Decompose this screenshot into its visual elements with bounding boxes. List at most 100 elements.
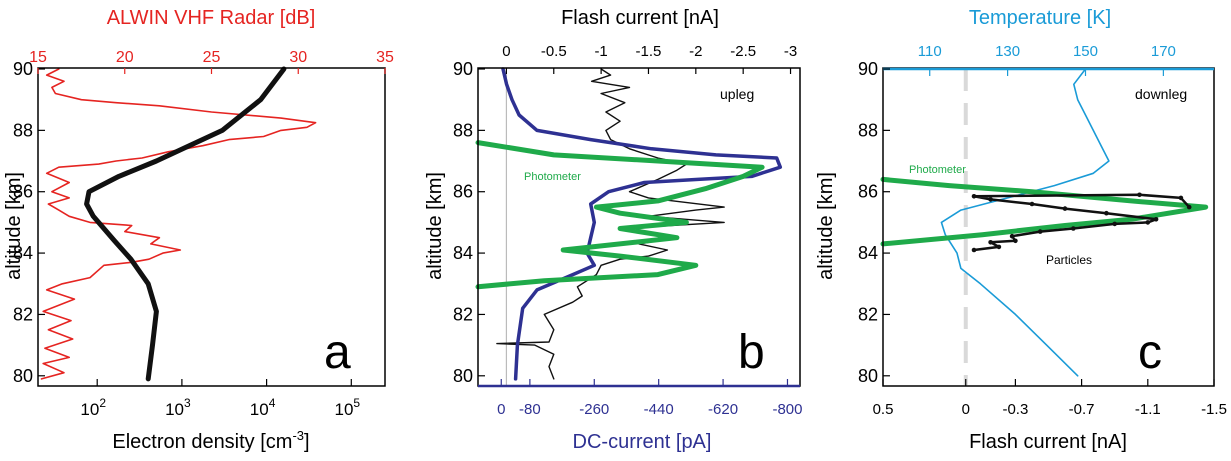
y-tick-label: 82 bbox=[13, 304, 33, 324]
bottom-tick-label: 0 bbox=[962, 401, 970, 418]
top-tick-label: -1 bbox=[594, 43, 607, 60]
top-tick-label: -1.5 bbox=[636, 43, 662, 60]
y-tick-label: 80 bbox=[858, 366, 878, 386]
bottom-tick-label: -800 bbox=[772, 401, 802, 418]
panel-b-label: b bbox=[738, 326, 765, 379]
electron-density-series-line bbox=[84, 66, 287, 382]
top-tick-label: 110 bbox=[918, 43, 942, 60]
photometer-series-line bbox=[475, 140, 765, 290]
bottom-tick-label: -440 bbox=[644, 401, 674, 418]
top-tick-label: 0 bbox=[502, 43, 510, 60]
panel-a-bottom-ticks: 102 103 104 105 bbox=[80, 379, 360, 419]
top-tick-label: -3 bbox=[784, 43, 797, 60]
top-tick-label: 150 bbox=[1073, 43, 1098, 60]
y-tick-label: 88 bbox=[453, 120, 473, 140]
bottom-tick-label: -0.3 bbox=[1002, 401, 1028, 418]
panel-a-top-ticks: 15 20 25 30 35 bbox=[29, 49, 394, 74]
bottom-tick-label: 0.5 bbox=[873, 401, 894, 418]
temperature-series-line bbox=[940, 68, 1110, 377]
bottom-tick-label: -1.5 bbox=[1201, 401, 1227, 418]
y-tick-label: 84 bbox=[453, 243, 473, 263]
y-tick-label: 84 bbox=[858, 243, 878, 263]
bottom-tick-label: -260 bbox=[579, 401, 609, 418]
particles-point bbox=[971, 194, 977, 199]
y-tick-label: 88 bbox=[858, 120, 878, 140]
top-tick-label: -2 bbox=[689, 43, 702, 60]
particles-point bbox=[1137, 192, 1142, 198]
panel-c: 80 82 84 86 88 90 110 130 150 170 0.5 0 -0.3 -0.7 -1… bbox=[815, 7, 1227, 453]
panel-c-downleg-label: downleg bbox=[1135, 86, 1187, 102]
panel-b-photometer-label: Photometer bbox=[524, 171, 581, 183]
y-tick-label: 86 bbox=[13, 182, 33, 202]
panel-c-plot-area bbox=[880, 68, 1209, 385]
top-tick-label: 35 bbox=[376, 49, 394, 66]
particles-point bbox=[1145, 220, 1151, 225]
panel-c-top-ticks: 110 130 150 170 bbox=[918, 43, 1176, 76]
panel-c-photometer-label: Photometer bbox=[909, 164, 966, 176]
particles-point bbox=[1009, 233, 1015, 239]
particles-point bbox=[1153, 217, 1159, 222]
panel-a-label: a bbox=[324, 326, 351, 379]
y-tick-label: 86 bbox=[858, 182, 878, 202]
y-tick-label: 90 bbox=[858, 59, 878, 79]
top-tick-label: 170 bbox=[1151, 43, 1176, 60]
particles-point bbox=[1013, 238, 1018, 244]
bottom-tick-label: -80 bbox=[519, 401, 541, 418]
bottom-tick-label: 102 bbox=[80, 396, 106, 419]
panel-a: 80 82 84 86 88 90 15 20 25 30 35 102 103 104 105 ALW… bbox=[3, 7, 394, 453]
panel-b-bottom-axis-title: DC-current [pA] bbox=[573, 431, 712, 453]
particles-point bbox=[971, 247, 977, 253]
particles-series-line bbox=[972, 193, 1191, 252]
top-tick-label: 15 bbox=[29, 49, 47, 66]
panel-a-bottom-axis-title: Electron density [cm-3] bbox=[112, 428, 309, 453]
top-tick-label: 130 bbox=[995, 43, 1020, 60]
particles-point bbox=[988, 240, 993, 245]
y-tick-label: 90 bbox=[13, 59, 33, 79]
panel-c-y-ticks: 80 82 84 86 88 90 bbox=[858, 59, 890, 386]
bottom-tick-label: -1.1 bbox=[1135, 401, 1161, 418]
particles-point bbox=[1112, 221, 1117, 227]
panel-c-top-axis-title: Temperature [K] bbox=[969, 7, 1111, 29]
y-tick-label: 82 bbox=[858, 304, 878, 324]
top-tick-label: 20 bbox=[116, 49, 134, 66]
photometer-series-line bbox=[880, 176, 1209, 247]
bottom-tick-label: 0 bbox=[497, 401, 505, 418]
y-tick-label: 82 bbox=[453, 304, 473, 324]
y-tick-label: 80 bbox=[453, 366, 473, 386]
top-tick-label: 25 bbox=[203, 49, 221, 66]
radar-series-line bbox=[40, 68, 317, 380]
particles-point bbox=[1104, 210, 1109, 216]
y-tick-label: 90 bbox=[453, 59, 473, 79]
y-tick-label: 84 bbox=[13, 243, 33, 263]
top-tick-label: -2.5 bbox=[730, 43, 756, 60]
top-tick-label: -0.5 bbox=[541, 43, 567, 60]
y-tick-label: 80 bbox=[13, 366, 33, 386]
bottom-tick-label: 105 bbox=[334, 396, 360, 419]
particles-point bbox=[1071, 226, 1076, 231]
particles-point bbox=[988, 197, 993, 202]
bottom-tick-label: 103 bbox=[165, 396, 191, 419]
panel-c-label: c bbox=[1138, 326, 1162, 379]
particles-point bbox=[1178, 195, 1184, 201]
panel-b-top-ticks: 0 -0.5 -1 -1.5 -2 -2.5 -3 bbox=[502, 43, 797, 74]
panel-c-bottom-ticks: 0.5 0 -0.3 -0.7 -1.1 -1.5 bbox=[873, 379, 1227, 418]
panel-b-y-ticks: 80 82 84 86 88 90 bbox=[453, 59, 485, 386]
particles-point bbox=[1037, 229, 1043, 234]
panel-c-y-axis-title: altitude [km] bbox=[815, 172, 837, 280]
particles-point bbox=[1062, 206, 1068, 211]
particles-point bbox=[996, 244, 1002, 250]
top-tick-label: 30 bbox=[289, 49, 307, 66]
panel-a-y-ticks: 80 82 84 86 88 90 bbox=[13, 59, 45, 386]
panel-b-top-axis-title: Flash current [nA] bbox=[561, 7, 719, 29]
particles-point bbox=[1186, 204, 1192, 210]
panel-b-y-axis-title: altitude [km] bbox=[424, 172, 446, 280]
panel-b-plot-area bbox=[475, 67, 783, 385]
y-tick-label: 86 bbox=[453, 182, 473, 202]
panel-a-plot-area bbox=[40, 66, 317, 382]
bottom-tick-label: -620 bbox=[708, 401, 738, 418]
y-tick-label: 88 bbox=[13, 120, 33, 140]
panel-c-bottom-axis-title: Flash current [nA] bbox=[969, 431, 1127, 453]
panel-b-bottom-ticks: 0 -80 -260 -440 -620 -800 bbox=[497, 379, 802, 418]
particles-series bbox=[971, 192, 1192, 253]
